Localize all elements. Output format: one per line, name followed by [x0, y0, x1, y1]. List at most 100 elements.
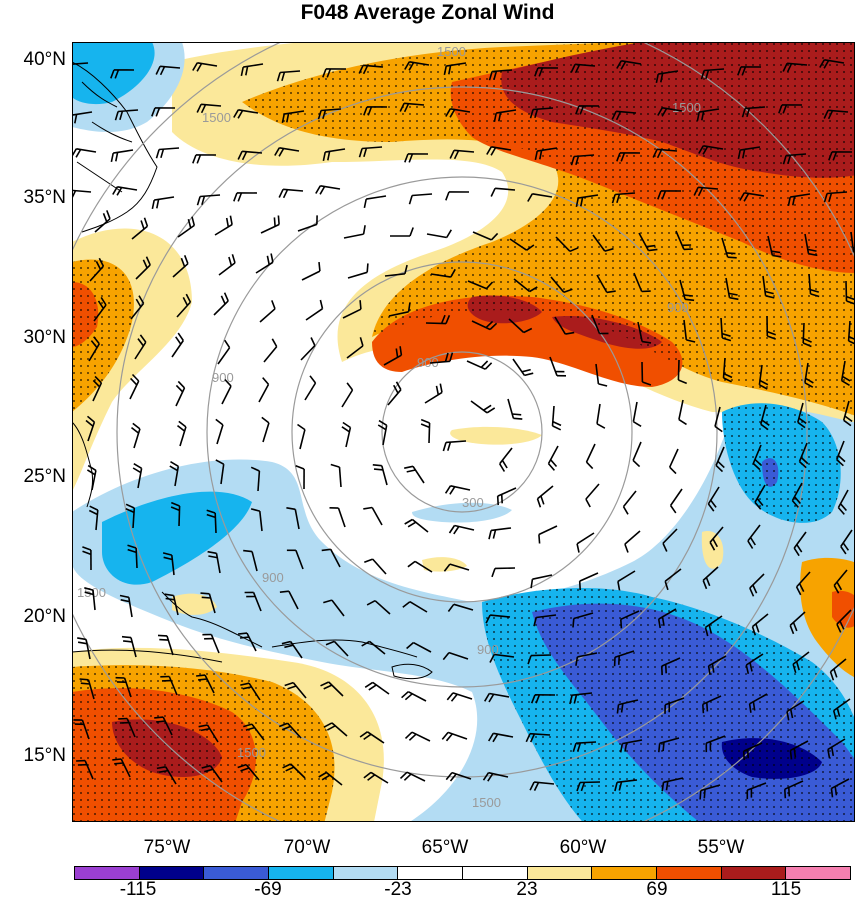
wind-barb-feather — [536, 498, 542, 508]
wind-barb-feather — [491, 568, 496, 578]
wind-barb — [513, 278, 531, 293]
wind-barb-feather — [535, 694, 541, 704]
wind-barb-feather — [119, 594, 129, 599]
wind-barb — [621, 60, 642, 65]
wind-barb — [657, 148, 678, 152]
wind-barb — [706, 735, 726, 744]
wind-barb-feather — [487, 773, 494, 782]
wind-barb-feather — [490, 147, 497, 156]
wind-barb-feather — [646, 244, 656, 248]
wind-barb — [833, 569, 848, 586]
wind-barb-feather — [579, 105, 585, 115]
wind-barb-feather — [552, 425, 562, 431]
wind-barb-feather — [442, 652, 450, 661]
wind-barb-feather — [443, 563, 451, 572]
wind-barb — [279, 147, 300, 152]
wind-barb-feather — [366, 263, 369, 273]
wind-barb-feather — [624, 543, 629, 553]
lat-label-20n: 20°N — [23, 606, 66, 627]
wind-barb — [263, 346, 278, 363]
wind-barb — [251, 551, 258, 572]
wind-barb — [214, 223, 233, 236]
wind-barb — [362, 146, 383, 150]
wind-barb — [366, 731, 385, 744]
wind-barb — [488, 771, 509, 778]
wind-barb — [554, 316, 566, 335]
wind-barb — [252, 592, 262, 612]
wind-barb-feather — [450, 693, 458, 702]
wind-barb — [221, 385, 232, 405]
southern-warm-cell — [422, 557, 467, 572]
wind-barb-feather — [196, 103, 202, 113]
wind-barb-feather — [95, 261, 102, 270]
wind-barb — [790, 740, 809, 752]
wind-barb — [575, 63, 596, 67]
wind-barb — [595, 363, 600, 384]
wind-barb-feather — [490, 232, 499, 241]
wind-barb — [87, 421, 96, 442]
wind-barb — [89, 265, 104, 282]
wind-barb-feather — [245, 66, 249, 76]
wind-barb-feather — [407, 521, 417, 528]
wind-barb — [722, 357, 726, 378]
wind-barb — [533, 107, 554, 111]
east-edge-warm-cell — [800, 557, 855, 678]
wind-barb-feather — [392, 384, 399, 394]
wind-barb-feather — [196, 674, 206, 677]
wind-barb — [786, 700, 805, 713]
wind-barb-feather — [836, 581, 843, 591]
wind-barb-feather — [233, 192, 238, 202]
wind-barb-feather — [808, 252, 818, 257]
wind-barb-feather — [175, 336, 182, 345]
wind-barb — [374, 600, 391, 615]
wind-barb-feather — [837, 507, 845, 515]
wind-barb-feather — [575, 105, 580, 115]
wind-barb — [702, 695, 722, 706]
wind-barb-feather — [445, 108, 451, 117]
wind-barb-feather — [318, 262, 321, 272]
wind-barb — [450, 108, 471, 113]
wind-barb-feather — [359, 731, 368, 738]
wind-barb-feather — [133, 463, 143, 469]
wind-barb-feather — [75, 149, 82, 158]
wind-barb-feather — [262, 377, 270, 385]
wind-barb-feather — [361, 640, 370, 647]
wind-barb-feather — [156, 199, 160, 209]
wind-barb — [749, 693, 768, 705]
wind-barb-feather — [836, 459, 844, 467]
wind-barb — [297, 223, 318, 232]
wind-barb-feather — [534, 150, 538, 161]
wind-barb-feather — [178, 420, 187, 428]
wind-barb-feather — [642, 381, 652, 386]
wind-barb-feather — [112, 186, 118, 195]
wind-barb — [842, 400, 850, 421]
colorbar-swatch-2 — [204, 867, 270, 879]
wind-barb-feather — [570, 63, 576, 73]
wind-barb-feather — [715, 464, 724, 473]
wind-barb-feather — [662, 742, 665, 752]
wind-barb-feather — [206, 513, 216, 519]
wind-barb-feather — [155, 65, 161, 75]
wind-barb-feather — [839, 503, 848, 512]
wind-barb — [495, 187, 516, 191]
wind-barb — [135, 547, 138, 569]
wind-barb-feather — [402, 601, 411, 608]
wind-barb — [175, 387, 186, 407]
wind-barb — [412, 465, 425, 484]
wind-barb — [467, 280, 487, 290]
wind-barb-feather — [620, 703, 624, 713]
wind-barb — [575, 741, 597, 744]
wind-barb-feather — [145, 256, 151, 266]
wind-barb — [178, 505, 181, 527]
wind-barb-feather — [658, 743, 661, 753]
wind-barb-feather — [408, 733, 417, 741]
wind-barb-feather — [746, 107, 751, 118]
wind-barb-feather — [530, 694, 536, 704]
wind-barb — [72, 62, 89, 66]
wind-barb-feather — [446, 229, 452, 238]
wind-barb-feather — [751, 626, 757, 636]
wind-barb-feather — [273, 217, 276, 227]
wind-barb-feather — [151, 199, 155, 210]
wind-barb — [491, 146, 512, 151]
wind-barb — [120, 758, 131, 778]
